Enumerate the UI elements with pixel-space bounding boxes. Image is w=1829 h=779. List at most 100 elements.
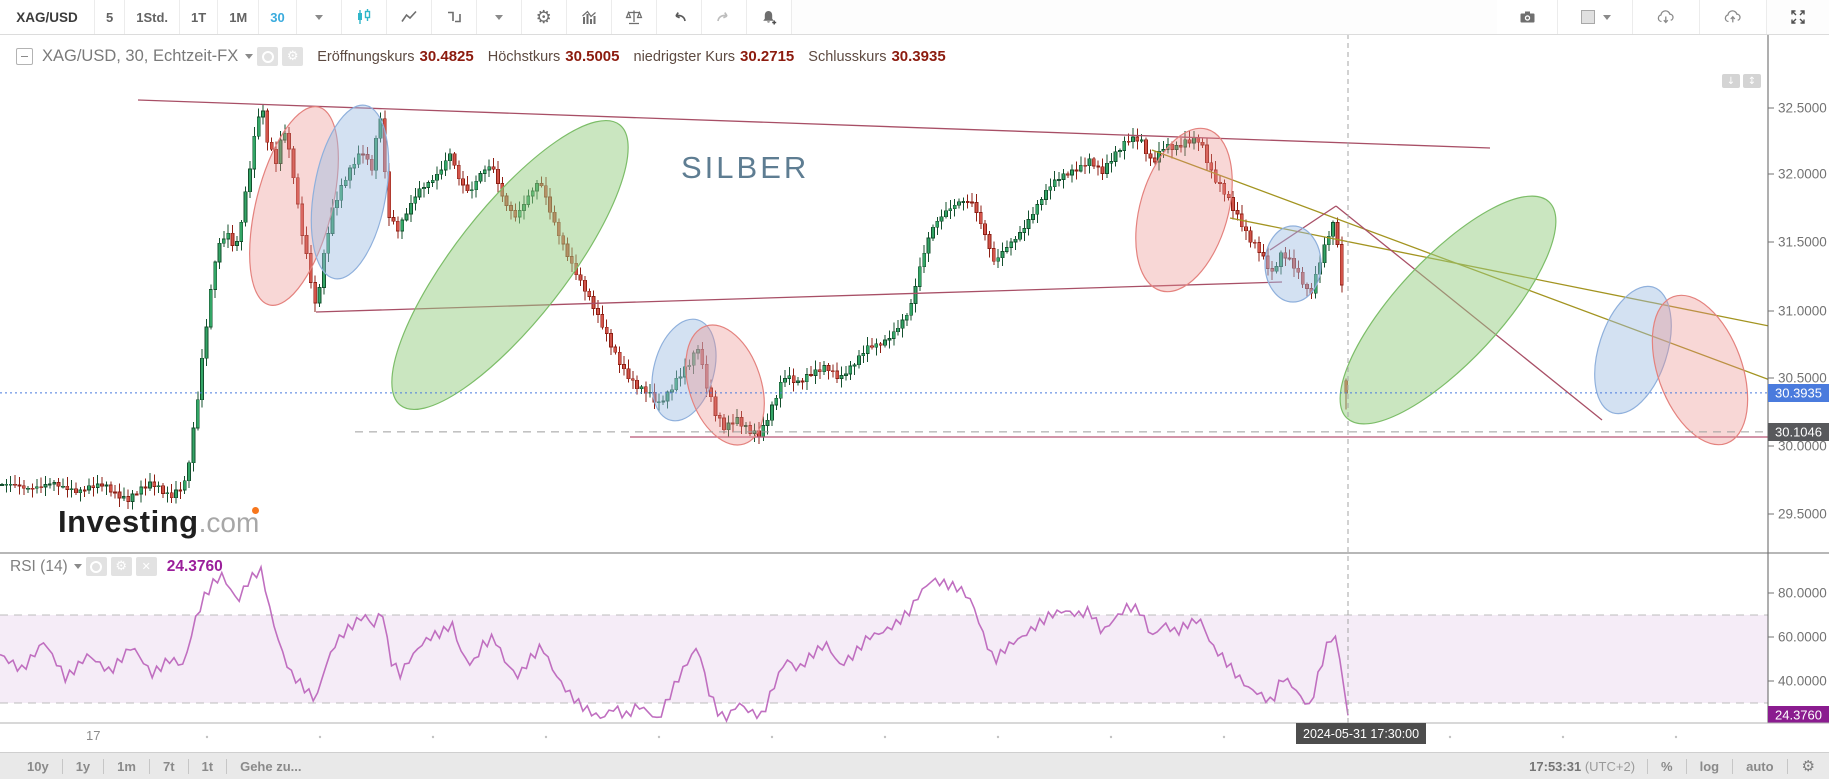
- background-color-button[interactable]: [1558, 0, 1633, 34]
- price-axis-label: 29.5000: [1778, 507, 1827, 522]
- price-axis-label: 60.0000: [1778, 630, 1827, 645]
- time-axis-dot: [657, 735, 661, 739]
- high-value: 30.5005: [565, 48, 620, 65]
- main-chart-legend: XAG/USD, 30, Echtzeit-FX ⚙ Eröffnungskur…: [16, 47, 960, 66]
- divider: [187, 758, 189, 774]
- rsi-settings-button[interactable]: ⚙: [110, 557, 132, 576]
- time-axis-dot: [544, 735, 548, 739]
- fullscreen-icon: [1791, 10, 1805, 24]
- axis-quick-buttons: ↓ ↕: [1722, 74, 1761, 88]
- price-axis-label: 32.0000: [1778, 167, 1827, 182]
- auto-scale-button[interactable]: ↕: [1743, 74, 1761, 88]
- legend-title[interactable]: XAG/USD, 30, Echtzeit-FX: [42, 47, 239, 65]
- price-axis-label: 31.0000: [1778, 304, 1827, 319]
- settings-button[interactable]: ⚙: [521, 0, 567, 34]
- background-swatch-icon: [1581, 10, 1595, 24]
- compare-symbols-button[interactable]: [611, 0, 657, 34]
- timeframe-30-button-active[interactable]: 30: [259, 0, 297, 34]
- range-10y-button[interactable]: 10y: [27, 758, 49, 774]
- divider: [226, 758, 228, 774]
- chevron-down-icon: [314, 14, 323, 20]
- scroll-down-button[interactable]: ↓: [1722, 74, 1740, 88]
- candlestick-style-button[interactable]: [341, 0, 387, 34]
- camera-icon: [1520, 11, 1534, 23]
- bell-plus-icon: [762, 11, 776, 25]
- gear-icon: ⚙: [115, 559, 128, 574]
- redo-button[interactable]: [701, 0, 747, 34]
- svg-text:30.1046: 30.1046: [1775, 425, 1822, 440]
- close-icon: ✕: [141, 560, 151, 573]
- chart-canvas[interactable]: 32.5000 32.0000 31.5000 31.0000 30.5000 30.00…: [0, 34, 1829, 753]
- add-alert-button[interactable]: [746, 0, 792, 34]
- candlestick-icon: [357, 9, 370, 24]
- eye-icon: [261, 50, 274, 63]
- percent-scale-toggle[interactable]: %: [1661, 758, 1673, 774]
- line-style-button[interactable]: [386, 0, 432, 34]
- clock: 17:53:31 (UTC+2): [1529, 758, 1636, 774]
- divider: [1786, 758, 1788, 774]
- chevron-down-icon[interactable]: [245, 54, 254, 59]
- collapse-pane-button[interactable]: [16, 48, 33, 65]
- time-axis-dot: [1674, 735, 1678, 739]
- symbol-button[interactable]: XAG/USD: [0, 0, 95, 34]
- timeframe-1m-button[interactable]: 1M: [218, 0, 260, 34]
- toggle-visibility-button[interactable]: [257, 47, 279, 66]
- price-tag: 30.1046: [1768, 423, 1829, 441]
- save-chart-button[interactable]: [1700, 0, 1767, 34]
- snapshot-button[interactable]: [1497, 0, 1558, 34]
- rsi-visibility-button[interactable]: [85, 557, 107, 576]
- timeframe-1d-button[interactable]: 1T: [180, 0, 219, 34]
- gear-icon: ⚙: [535, 6, 552, 28]
- watermark-brand: Investing: [58, 504, 199, 539]
- eye-icon: [90, 560, 103, 573]
- load-chart-button[interactable]: [1633, 0, 1700, 34]
- close-label: Schlusskurs: [808, 49, 887, 65]
- rsi-line: [0, 564, 1349, 723]
- ohlc-values: Eröffnungskurs 30.4825 Höchstkurs 30.500…: [317, 48, 959, 65]
- chevron-down-icon: [494, 14, 503, 20]
- timeframe-5-button[interactable]: 5: [95, 0, 126, 34]
- time-axis-label: 17: [86, 728, 101, 743]
- chevron-down-icon[interactable]: [73, 564, 82, 569]
- time-axis-dot: [1561, 735, 1565, 739]
- timeframe-dropdown-button[interactable]: [296, 0, 342, 34]
- auto-scale-toggle[interactable]: auto: [1746, 758, 1774, 774]
- compare-button[interactable]: [431, 0, 477, 34]
- range-1y-button[interactable]: 1y: [75, 758, 91, 774]
- indicators-button[interactable]: [566, 0, 612, 34]
- svg-text:30.3935: 30.3935: [1775, 386, 1822, 401]
- price-axis-label: 80.0000: [1778, 586, 1827, 601]
- svg-text:24.3760: 24.3760: [1775, 708, 1822, 723]
- bottom-toolbar-right: 17:53:31 (UTC+2) % log auto ⚙: [1517, 757, 1829, 775]
- axis-settings-button[interactable]: ⚙: [1788, 757, 1829, 775]
- series-settings-button[interactable]: ⚙: [282, 47, 304, 66]
- price-axis-label: 30.0000: [1778, 439, 1827, 454]
- rsi-remove-button[interactable]: ✕: [135, 557, 157, 576]
- watermark: Investing.com: [58, 504, 259, 540]
- rsi-name[interactable]: RSI (14): [10, 557, 68, 575]
- price-axis-label: 32.5000: [1778, 101, 1827, 116]
- chart-text-annotation[interactable]: SILBER: [681, 150, 810, 185]
- fullscreen-button[interactable]: [1767, 0, 1829, 34]
- undo-button[interactable]: [656, 0, 702, 34]
- timeframe-1h-button[interactable]: 1Std.: [125, 0, 181, 34]
- arrow-down-icon: ↓: [1726, 75, 1736, 87]
- divider: [61, 758, 63, 774]
- time-axis-dot: [318, 735, 322, 739]
- gear-icon: ⚙: [286, 49, 299, 64]
- time-axis-dot: [205, 735, 209, 739]
- time-axis-dot: [1109, 735, 1113, 739]
- range-1m-button[interactable]: 1m: [117, 758, 136, 774]
- divider: [148, 758, 150, 774]
- price-axis-label: 31.5000: [1778, 235, 1827, 250]
- range-7d-button[interactable]: 7t: [162, 758, 175, 774]
- top-toolbar: XAG/USD 5 1Std. 1T 1M 30 ⚙: [0, 0, 1829, 35]
- log-scale-toggle[interactable]: log: [1699, 758, 1720, 774]
- range-1d-button[interactable]: 1t: [201, 758, 214, 774]
- time-axis-dot: [770, 735, 774, 739]
- open-label: Eröffnungskurs: [317, 49, 415, 65]
- compare-dropdown-button[interactable]: [476, 0, 522, 34]
- candles-layer: [0, 105, 1349, 510]
- goto-date-button[interactable]: Gehe zu...: [240, 758, 302, 774]
- toolbar-spacer: [791, 0, 1497, 34]
